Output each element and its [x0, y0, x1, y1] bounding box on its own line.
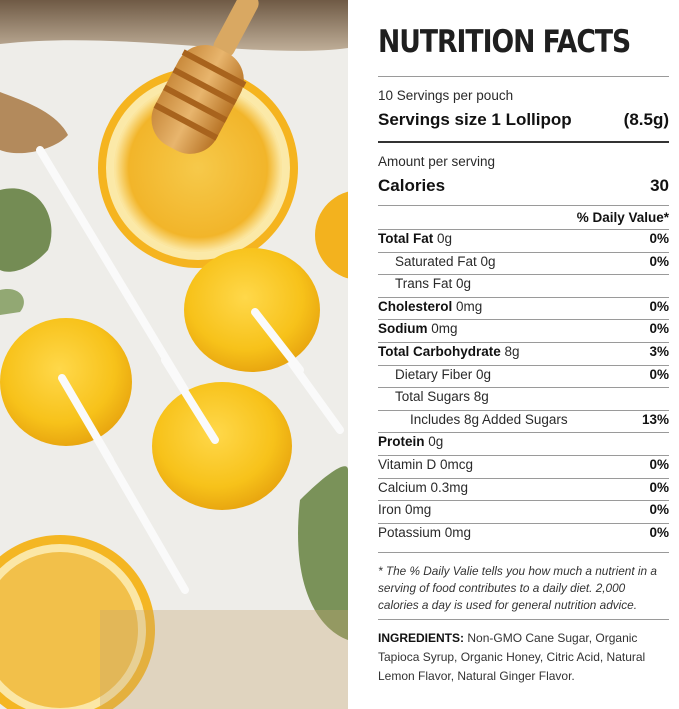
nutrient-amount: Calcium 0.3mg: [378, 479, 469, 495]
serving-size-value: (8.5g): [623, 110, 669, 129]
nutrient-label: Cholesterol 0mg: [378, 299, 482, 314]
divider: [378, 76, 669, 77]
nutrient-row: Includes 8g Added Sugars 13%: [378, 412, 669, 427]
nutrient-daily-value: 0%: [649, 457, 669, 472]
nutrient-row: Saturated Fat 0g 0%: [378, 254, 669, 269]
divider: [378, 364, 669, 366]
nutrient-daily-value: 0%: [649, 524, 669, 540]
nutrient-amount: Potassium 0mg: [378, 524, 472, 540]
divider: [378, 522, 669, 524]
divider: [378, 619, 669, 620]
nutrient-amount: Iron 0mg: [378, 502, 432, 518]
nutrient-daily-value: 3%: [649, 344, 669, 359]
daily-value-header: % Daily Value*: [576, 210, 669, 225]
nutrient-amount: 0mg: [452, 298, 483, 314]
nutrient-daily-value: 0%: [649, 253, 669, 269]
nutrient-row: Calcium 0.3mg 0%: [378, 480, 669, 495]
nutrient-daily-value: 0%: [649, 502, 669, 518]
nutrient-daily-value: 0%: [649, 298, 669, 314]
calories-value: 30: [650, 176, 669, 195]
nutrient-daily-value: 0%: [649, 366, 669, 382]
nutrition-facts-panel: NUTRITION FACTS 10 Servings per pouch Se…: [348, 0, 679, 709]
nutrient-row: Total Carbohydrate 8g 3%: [378, 344, 669, 359]
nutrient-row: Trans Fat 0g: [378, 276, 669, 291]
nutrient-amount: 8g: [500, 344, 520, 359]
nutrient-name: Protein: [378, 434, 425, 450]
nutrient-row: Potassium 0mg 0%: [378, 525, 669, 540]
divider: [378, 432, 669, 434]
ingredients: INGREDIENTS: Non-GMO Cane Sugar, Organic…: [378, 629, 663, 686]
calories-row: Calories 30: [378, 176, 669, 196]
nutrient-label: Total Fat 0g: [378, 231, 452, 246]
divider: [378, 274, 669, 276]
nutrient-daily-value: 13%: [641, 411, 669, 427]
nutrient-amount: Vitamin D 0mcg: [378, 457, 474, 472]
lollipop-shape: [152, 382, 292, 510]
calories-label: Calories: [378, 176, 446, 195]
nutrient-name: Total Carbohydrate: [378, 344, 501, 359]
nutrient-amount: Dietary Fiber 0g: [395, 366, 492, 382]
honey-dipper-shape: [151, 0, 259, 154]
amount-per-serving: Amount per serving: [378, 154, 496, 169]
nutrient-amount: 0g: [433, 231, 453, 246]
nutrient-amount: Includes 8g Added Sugars: [410, 411, 568, 427]
nutrient-amount: Saturated Fat 0g: [395, 253, 496, 269]
ingredients-label: INGREDIENTS:: [378, 631, 465, 645]
nutrient-row: Total Fat 0g 0%: [378, 231, 669, 246]
divider: [378, 409, 669, 411]
divider: [378, 205, 669, 206]
ingredients-text: Non-GMO Cane Sugar, Organic Tapioca Syru…: [378, 631, 646, 683]
nutrient-daily-value: 0%: [649, 321, 669, 337]
bark-shape: [0, 0, 348, 51]
servings-per-container: 10 Servings per pouch: [378, 88, 514, 103]
divider: [378, 455, 669, 456]
divider: [378, 342, 669, 343]
nutrient-amount: 0mg: [427, 321, 458, 337]
nutrient-name: Sodium: [378, 321, 428, 337]
leaf-shape: [0, 188, 52, 272]
nutrient-label: Dietary Fiber 0g: [378, 367, 491, 382]
nutrient-daily-value: 0%: [649, 479, 669, 495]
nutrient-row: Protein 0g: [378, 434, 669, 449]
lollipop-illustration: [0, 0, 348, 709]
nutrient-label: Trans Fat 0g: [378, 276, 471, 291]
nutrient-label: Calcium 0.3mg: [378, 480, 468, 495]
nutrient-label: Total Sugars 8g: [378, 389, 489, 404]
divider: [378, 229, 669, 230]
nutrient-label: Saturated Fat 0g: [378, 254, 496, 269]
nutrient-label: Protein 0g: [378, 434, 443, 449]
divider: [378, 552, 669, 553]
nutrient-row: Iron 0mg 0%: [378, 502, 669, 517]
divider: [378, 251, 669, 253]
product-photo: [0, 0, 348, 709]
nutrient-label: Sodium 0mg: [378, 321, 458, 336]
nutrient-amount: 0g: [424, 434, 444, 450]
divider: [378, 477, 669, 479]
nutrient-name: Total Fat: [378, 231, 434, 246]
nutrient-row: Cholesterol 0mg 0%: [378, 299, 669, 314]
nutrient-daily-value: 0%: [649, 231, 669, 246]
divider: [378, 319, 669, 321]
nutrient-row: Dietary Fiber 0g 0%: [378, 367, 669, 382]
nutrient-name: Cholesterol: [378, 298, 453, 314]
nutrient-label: Total Carbohydrate 8g: [378, 344, 520, 359]
nutrient-label: Iron 0mg: [378, 502, 431, 517]
ginger-shape: [0, 92, 68, 154]
divider: [378, 296, 669, 298]
footnote: * The % Daily Valie tells you how much a…: [378, 564, 657, 612]
serving-size-row: Servings size 1 Lollipop (8.5g): [378, 110, 669, 130]
nutrient-label: Potassium 0mg: [378, 525, 471, 540]
serving-size-label: Servings size 1 Lollipop: [378, 110, 572, 129]
panel-title: NUTRITION FACTS: [378, 24, 631, 60]
divider: [378, 387, 669, 389]
nutrient-row: Vitamin D 0mcg 0%: [378, 457, 669, 472]
nutrient-label: Vitamin D 0mcg: [378, 457, 473, 472]
nutrient-amount: Total Sugars 8g: [395, 389, 489, 405]
nutrient-row: Total Sugars 8g: [378, 389, 669, 404]
divider: [378, 500, 669, 502]
nutrient-amount: Trans Fat 0g: [395, 276, 472, 292]
nutrient-row: Sodium 0mg 0%: [378, 321, 669, 336]
nutrient-label: Includes 8g Added Sugars: [378, 412, 568, 427]
divider: [378, 141, 669, 143]
